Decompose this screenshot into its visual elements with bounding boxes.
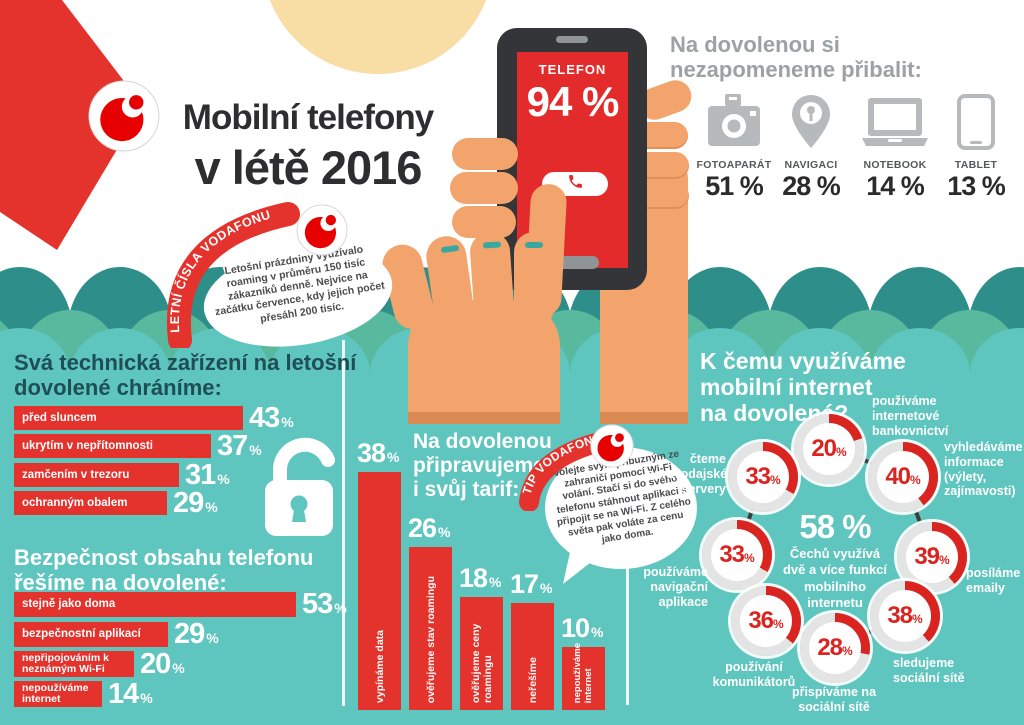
bar-ukrytim: ukrytím v nepřítomnosti — [14, 434, 211, 458]
vodafone-logo-small — [590, 424, 634, 473]
packing-item-notebook: NOTEBOOK 14 % — [850, 94, 940, 202]
bar-nepripojovanim: nepřipojováním k neznámým Wi-Fi — [14, 651, 134, 677]
vbar-value: 10% — [561, 613, 604, 643]
packing-value: 14 % — [866, 171, 925, 201]
bar-value: 29% — [174, 618, 219, 650]
index-finger — [524, 183, 568, 317]
donut-informace: 40% — [868, 442, 938, 512]
internet-heading: K čemu využíváme mobilní internet na dov… — [700, 348, 906, 427]
donut-label-zpravodajske: čteme zpravodajské servery — [648, 452, 728, 496]
bar-value: 14% — [108, 678, 153, 710]
open-padlock-icon — [253, 430, 343, 541]
packing-value: 51 % — [705, 171, 764, 201]
vbar-value: 26% — [408, 513, 451, 543]
packing-heading: Na dovolenou si nezapomeneme přibalit: — [670, 32, 922, 83]
donut-label-prispivame: přispíváme na sociální sítě — [791, 685, 877, 714]
phone-speaker — [556, 36, 588, 43]
bar-value: 31% — [185, 459, 230, 491]
packing-label: NOTEBOOK — [863, 159, 927, 171]
bar-stejne-jako-doma: stejně jako doma — [14, 592, 296, 617]
fingernail — [482, 241, 502, 249]
bar-zamcenim: zamčením v trezoru — [14, 463, 179, 487]
tip-ribbon: TIP VODAFONU — [515, 426, 655, 511]
packing-item-camera: FOTOAPARÁT 51 % — [694, 94, 774, 202]
vbar-neresime: neřešíme — [511, 603, 554, 710]
bar-value: 43% — [249, 402, 294, 434]
donut-label-navigacni: používáme navigační aplikace — [643, 565, 708, 609]
summer-ribbon: LETNÍ ČÍSLA VODAFONU — [160, 198, 340, 348]
donut-komunikatoru: 36% — [731, 586, 801, 656]
packing-label: NAVIGACI — [784, 159, 838, 171]
center-line: dvě a více funkcí — [782, 562, 888, 578]
donut-emaily: 39% — [897, 522, 967, 592]
packing-label: TABLET — [954, 159, 998, 171]
waterline-shadow — [600, 412, 688, 424]
internet-center-stat: 58 % Čechů využívá dvě a více funkcí mob… — [775, 508, 895, 611]
vodafone-logo-small — [296, 204, 348, 261]
laptop-icon — [860, 98, 930, 154]
donut-navigacni: 33% — [702, 520, 772, 590]
bar-obalem: ochranným obalem — [14, 491, 167, 515]
packing-value: 28 % — [782, 171, 841, 201]
waterline-shadow — [408, 412, 560, 424]
camera-icon — [708, 94, 760, 154]
donut-label-emaily: posíláme emaily — [966, 566, 1021, 595]
vbar-value: 18% — [459, 563, 502, 593]
packing-label: FOTOAPARÁT — [696, 159, 772, 171]
packing-value: 13 % — [947, 171, 1006, 201]
left-hand-knuckle — [450, 172, 518, 204]
section-divider — [626, 440, 629, 705]
donut-sledujeme: 38% — [870, 581, 940, 651]
packing-item-navigation: NAVIGACI 28 % — [774, 94, 848, 202]
vbar-vypiname-data: vypínáme data — [358, 472, 401, 710]
tip-bubble — [545, 447, 697, 569]
packing-item-tablet: TABLET 13 % — [940, 94, 1012, 202]
phone-usage-value: 94 % — [526, 78, 620, 125]
fingernail — [525, 242, 543, 248]
security-heading: Bezpečnost obsahu telefonu řešíme na dov… — [14, 545, 314, 596]
donut-label-komunikatoru: používání komunikátorů — [712, 660, 796, 689]
bar-value: 53% — [302, 588, 347, 620]
sun-icon — [269, 0, 487, 74]
protect-heading: Svá technická zařízení na letošní dovole… — [14, 350, 357, 401]
bar-pred-sluncem: před sluncem — [14, 406, 243, 430]
vbar-overujeme-stav: ověřujeme stav roamingu — [409, 547, 452, 710]
bar-value: 37% — [217, 430, 262, 462]
tablet-icon — [957, 94, 995, 154]
title-line-2: v létě 2016 — [194, 141, 423, 194]
title-line-1: Mobilní telefony — [182, 98, 434, 137]
bar-value: 20% — [140, 648, 185, 680]
vbar-value: 38% — [357, 438, 400, 468]
tariff-heading: Na dovolenou připravujeme i svůj tarif: — [413, 430, 552, 501]
donut-bankovnictvi: 20% — [794, 414, 864, 484]
bar-bezpecnostni-aplikaci: bezpečnostní aplikací — [14, 622, 168, 647]
vbar-overujeme-ceny: ověřujeme ceny roamingu — [460, 597, 503, 710]
section-divider — [342, 340, 345, 706]
bar-nepouzivame-internet: nepoužíváme internet — [14, 681, 102, 707]
vbar-value: 17% — [510, 569, 553, 599]
center-line: mobilního internetu — [803, 578, 867, 610]
center-line: Čechů využívá — [789, 546, 881, 561]
left-hand-knuckle — [452, 138, 518, 170]
page-title: Mobilní telefony v létě 2016 — [170, 98, 446, 195]
vodafone-logo — [88, 80, 160, 152]
vbar-nepouzivame-internet: nepoužíváme internet — [562, 643, 605, 710]
donut-label-bankovnictvi: používáme internetové bankovnictví — [872, 394, 949, 438]
red-corner-diamond — [0, 0, 143, 250]
map-pin-icon — [791, 95, 831, 154]
phone-call-icon — [567, 173, 584, 195]
donut-zpravodajske: 33% — [728, 442, 798, 512]
donut-label-informace: vyhledáváme informace (výlety, zajímavos… — [944, 440, 1023, 499]
phone-app-label: TELEFON — [538, 62, 607, 77]
center-value: 58 % — [799, 508, 871, 545]
bar-value: 29% — [173, 487, 218, 519]
donut-label-sledujeme: sledujeme sociální sítě — [893, 656, 965, 685]
donut-prispivame: 28% — [800, 613, 870, 683]
